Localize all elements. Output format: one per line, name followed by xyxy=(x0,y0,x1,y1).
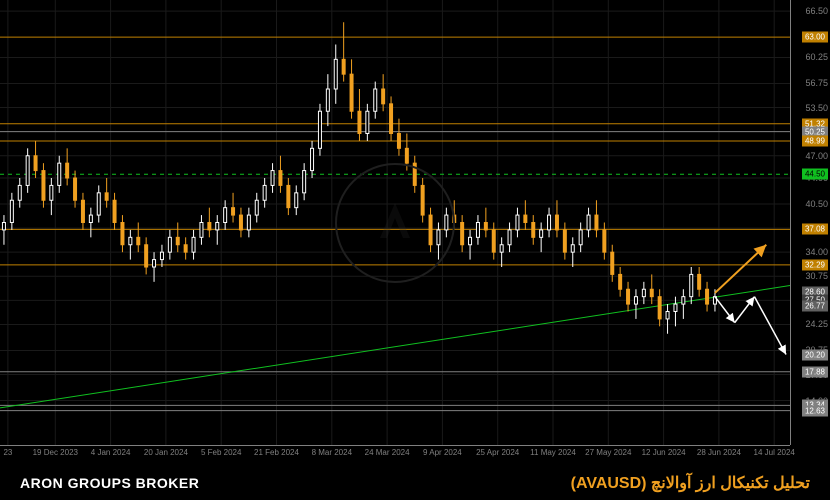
y-tick: 34.00 xyxy=(805,247,828,257)
x-tick: 25 Apr 2024 xyxy=(476,448,519,457)
x-tick: 21 Feb 2024 xyxy=(254,448,299,457)
y-tick: 53.50 xyxy=(805,103,828,113)
chart-container: 14.0017.5020.7524.2527.5030.7534.0037.25… xyxy=(0,0,830,465)
y-tick: 24.25 xyxy=(805,319,828,329)
x-tick: 14 Jul 2024 xyxy=(754,448,795,457)
time-axis: 23 19 Dec 2023 4 Jan 2024 20 Jan 2024 5 Feb … xyxy=(0,445,790,465)
price-marker: 26.77 xyxy=(802,300,828,311)
price-level-label: 63.00 xyxy=(802,32,828,43)
price-level-label: 32.29 xyxy=(802,259,828,270)
x-tick: 9 Apr 2024 xyxy=(423,448,462,457)
price-axis: 14.0017.5020.7524.2527.5030.7534.0037.25… xyxy=(790,0,830,445)
x-tick: 27 May 2024 xyxy=(585,448,631,457)
x-tick: 8 Mar 2024 xyxy=(312,448,352,457)
y-tick: 40.50 xyxy=(805,199,828,209)
y-tick: 60.25 xyxy=(805,52,828,62)
x-tick: 28 Jun 2024 xyxy=(697,448,741,457)
watermark-logo xyxy=(335,163,455,283)
price-marker: 20.20 xyxy=(802,349,828,360)
x-tick: 19 Dec 2023 xyxy=(33,448,78,457)
broker-name: ARON GROUPS BROKER xyxy=(20,475,199,491)
price-level-label: 37.08 xyxy=(802,224,828,235)
chart-title: تحلیل تکنیکال ارز آوالانچ (AVAUSD) xyxy=(571,473,810,493)
price-level-label: 12.63 xyxy=(802,405,828,416)
price-level-label: 17.88 xyxy=(802,366,828,377)
y-tick: 56.75 xyxy=(805,78,828,88)
footer-bar: ARON GROUPS BROKER تحلیل تکنیکال ارز آوا… xyxy=(0,465,830,500)
y-tick: 30.75 xyxy=(805,271,828,281)
x-tick: 11 May 2024 xyxy=(530,448,576,457)
y-tick: 47.00 xyxy=(805,151,828,161)
x-tick: 24 Mar 2024 xyxy=(365,448,410,457)
y-tick: 66.50 xyxy=(805,6,828,16)
x-tick: 4 Jan 2024 xyxy=(91,448,131,457)
x-tick: 5 Feb 2024 xyxy=(201,448,241,457)
price-level-label: 44.50 xyxy=(802,169,828,180)
x-tick: 23 xyxy=(3,448,12,457)
x-tick: 20 Jan 2024 xyxy=(144,448,188,457)
x-tick: 12 Jun 2024 xyxy=(642,448,686,457)
chart-plot-area[interactable] xyxy=(0,0,790,445)
price-level-label: 48.99 xyxy=(802,135,828,146)
